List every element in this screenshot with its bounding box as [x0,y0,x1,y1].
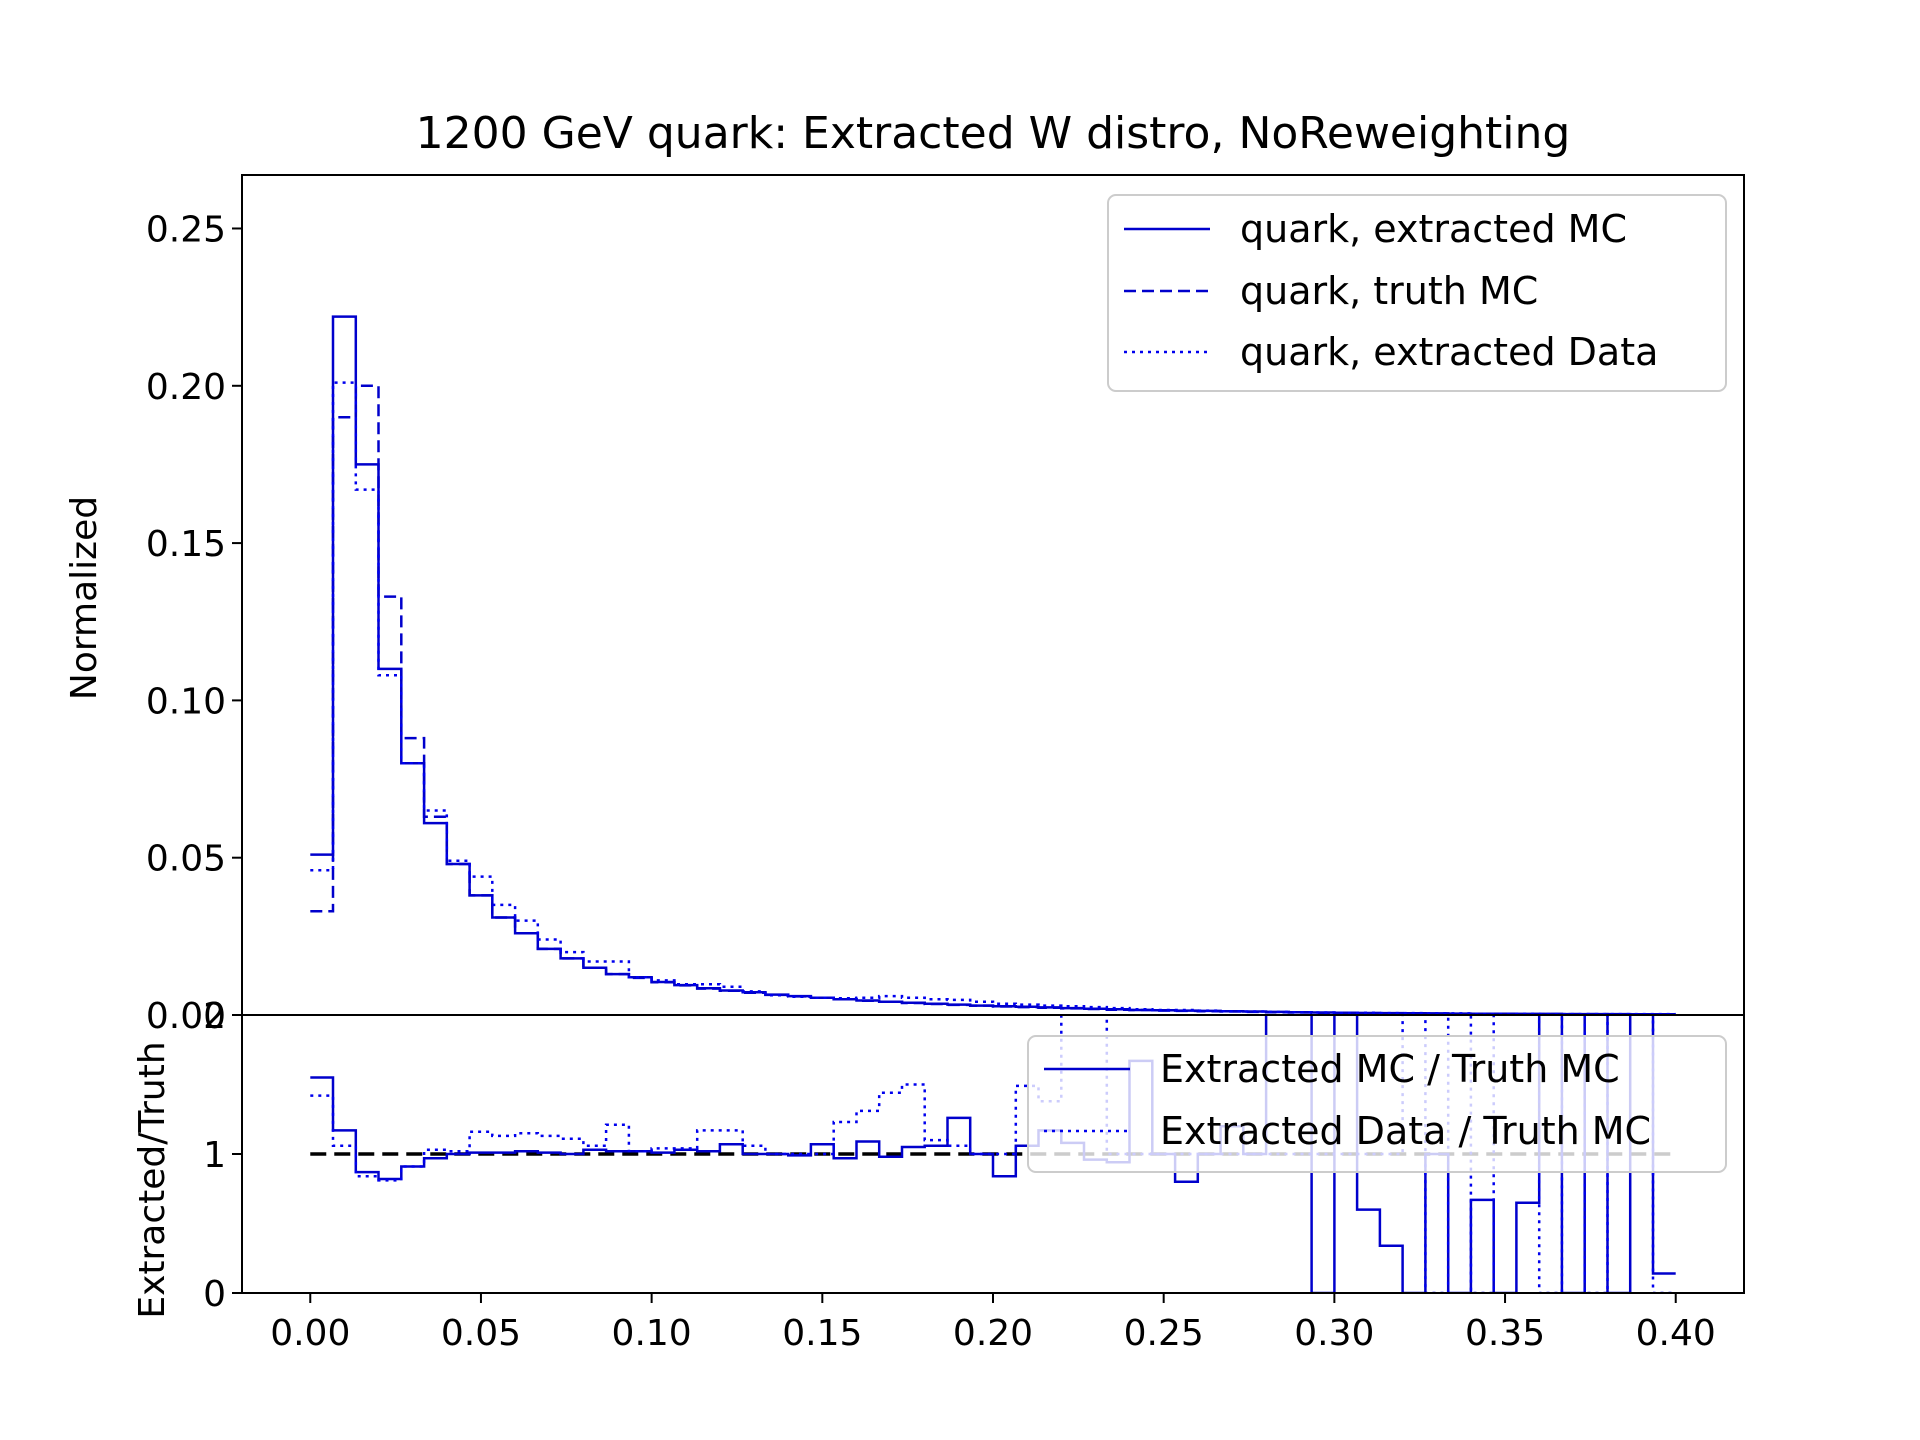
ratio-y-axis: 0 1 2 [203,996,242,1315]
ratio-y-axis-label: Extracted/Truth [132,1041,173,1318]
main-legend: quark, extracted MC quark, truth MC quar… [1107,194,1727,392]
main-legend-box [1107,194,1727,392]
main-y-tick-label: 0.00 [146,996,226,1037]
main-y-tick-label: 0.10 [146,681,226,722]
ratio-legend: Extracted MC / Truth MC Extracted Data /… [1027,1035,1727,1173]
main-panel: 0.00 0.05 0.10 0.15 0.20 0.25 Normalized quar… [64,174,1745,1037]
main-series-2-line [310,381,1676,1015]
x-tick-label: 0.40 [1636,1313,1716,1354]
main-y-axis-label: Normalized [64,496,105,700]
x-tick-label: 0.30 [1294,1313,1374,1354]
ratio-y-tick-label: 1 [203,1135,226,1176]
x-tick-label: 0.25 [1124,1313,1204,1354]
main-y-tick-label: 0.25 [146,209,226,250]
chart-title: 1200 GeV quark: Extracted W distro, NoRe… [416,108,1571,159]
ratio-x-axis: 0.00 0.05 0.10 0.15 0.20 0.25 0.30 0.35 0.40 [270,1293,1716,1354]
x-tick-label: 0.15 [782,1313,862,1354]
legend-label-truth-mc: quark, truth MC [1240,269,1538,313]
x-tick-label: 0.05 [441,1313,521,1354]
main-y-tick-label: 0.20 [146,367,226,408]
ratio-panel: 0 1 2 0.00 0.05 0.10 0.15 0.20 0.25 0.30 0.35 0.40… [132,996,1745,1354]
x-tick-label: 0.00 [270,1313,350,1354]
main-y-tick-label: 0.15 [146,524,226,565]
legend-label-extracted-data: quark, extracted Data [1240,330,1658,374]
x-tick-label: 0.10 [612,1313,692,1354]
ratio-y-tick-label: 0 [203,1274,226,1315]
main-series-group [310,315,1676,1015]
legend-label-ratio-data: Extracted Data / Truth MC [1160,1109,1651,1153]
ratio-y-tick-label: 2 [203,996,226,1037]
main-y-axis: 0.00 0.05 0.10 0.15 0.20 0.25 [146,209,242,1037]
x-tick-label: 0.35 [1465,1313,1545,1354]
legend-label-extracted-mc: quark, extracted MC [1240,207,1627,251]
main-y-tick-label: 0.05 [146,839,226,880]
ratio-legend-box [1027,1035,1727,1173]
x-tick-label: 0.20 [953,1313,1033,1354]
legend-label-ratio-mc: Extracted MC / Truth MC [1160,1047,1620,1091]
ratio-series-0-line [310,1015,1676,1293]
